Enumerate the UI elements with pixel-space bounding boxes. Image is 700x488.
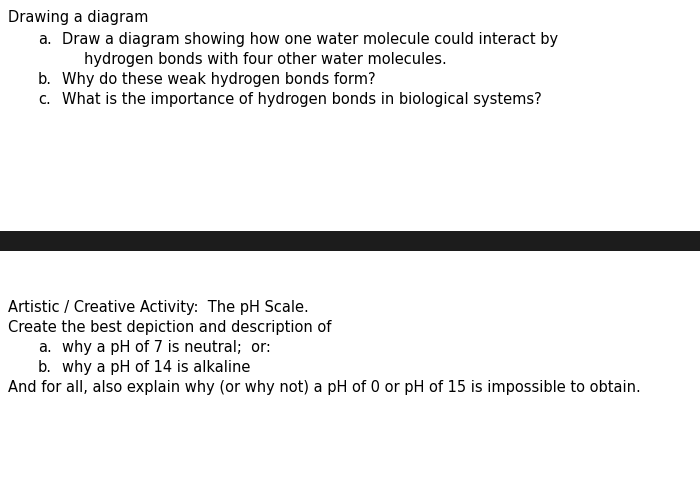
- Text: What is the importance of hydrogen bonds in biological systems?: What is the importance of hydrogen bonds…: [62, 92, 542, 107]
- Text: Drawing a diagram: Drawing a diagram: [8, 10, 148, 25]
- Text: Artistic / Creative Activity:  The pH Scale.: Artistic / Creative Activity: The pH Sca…: [8, 299, 309, 314]
- Text: Why do these weak hydrogen bonds form?: Why do these weak hydrogen bonds form?: [62, 72, 376, 87]
- Text: a.: a.: [38, 339, 52, 354]
- Text: b.: b.: [38, 359, 52, 374]
- Text: Draw a diagram showing how one water molecule could interact by: Draw a diagram showing how one water mol…: [62, 32, 558, 47]
- Text: why a pH of 7 is neutral;  or:: why a pH of 7 is neutral; or:: [62, 339, 271, 354]
- Bar: [0, 231, 700, 251]
- Text: b.: b.: [38, 72, 52, 87]
- Text: why a pH of 14 is alkaline: why a pH of 14 is alkaline: [62, 359, 251, 374]
- Text: And for all, also explain why (or why not) a pH of 0 or pH of 15 is impossible t: And for all, also explain why (or why no…: [8, 379, 641, 394]
- Text: a.: a.: [38, 32, 52, 47]
- Text: hydrogen bonds with four other water molecules.: hydrogen bonds with four other water mol…: [84, 52, 447, 67]
- Text: c.: c.: [38, 92, 50, 107]
- Text: Create the best depiction and description of: Create the best depiction and descriptio…: [8, 319, 331, 334]
